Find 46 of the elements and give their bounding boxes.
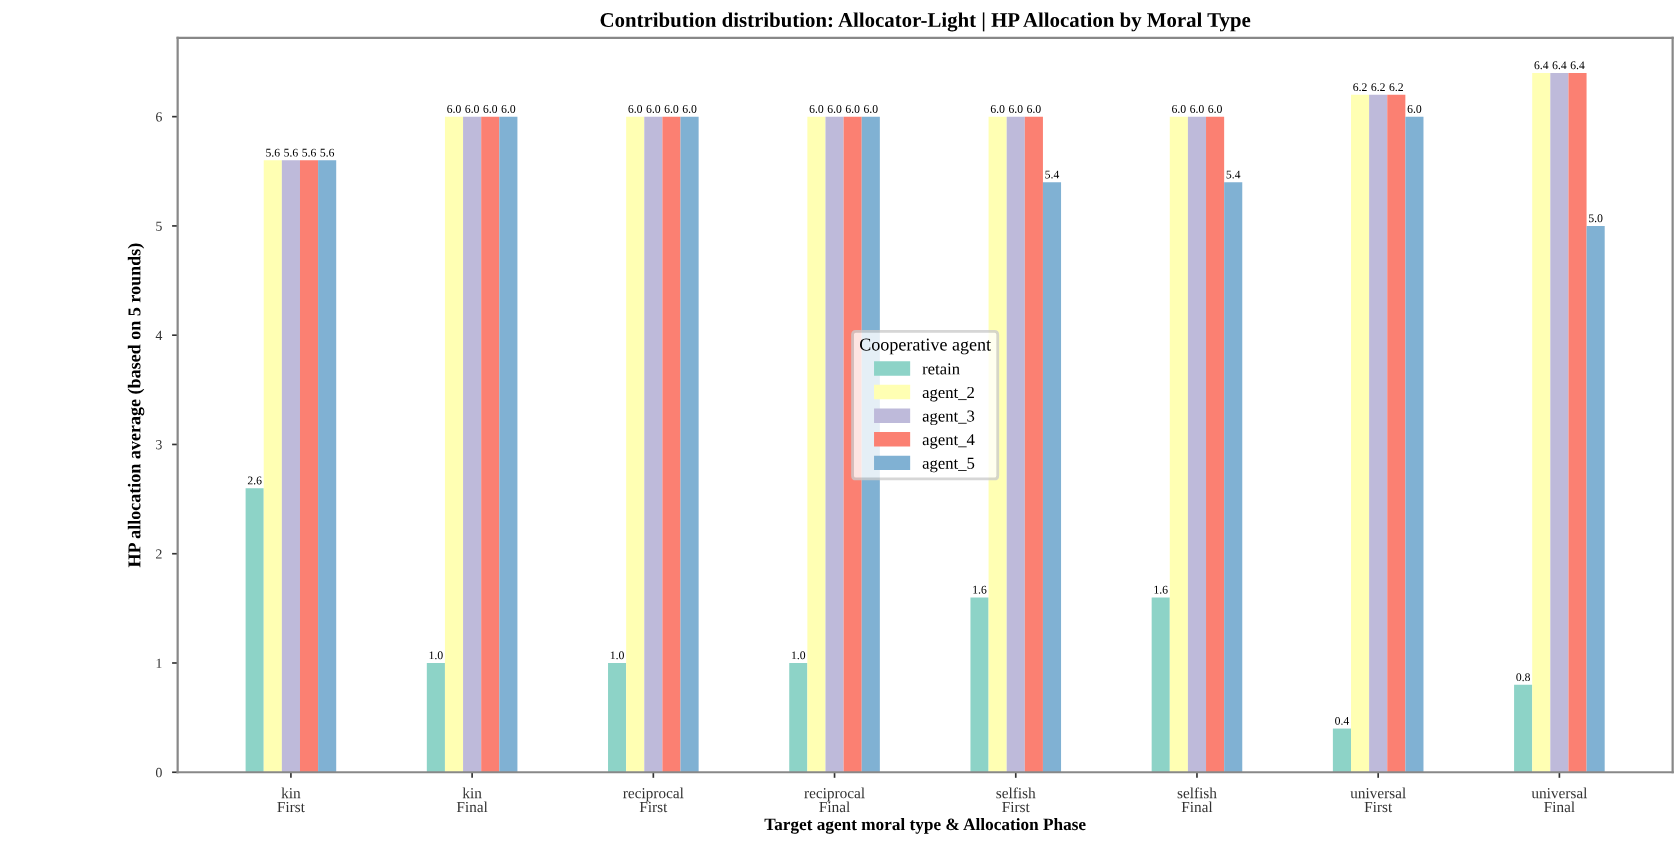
bar [626, 116, 645, 773]
bar [1532, 72, 1551, 773]
y-axis-title: HP allocation average (based on 5 rounds) [127, 243, 145, 568]
legend-label: agent_5 [922, 457, 975, 473]
bar [1351, 94, 1370, 773]
bar [680, 116, 699, 773]
legend-title: Cooperative agent [859, 338, 991, 355]
bar [263, 160, 282, 773]
bar [426, 662, 445, 773]
bar [970, 597, 989, 773]
bar [1568, 72, 1587, 773]
bar [1024, 116, 1043, 773]
bar [299, 160, 319, 773]
bar [1151, 597, 1170, 773]
bar [1369, 94, 1388, 773]
bar [1387, 94, 1406, 773]
bar [1514, 684, 1533, 773]
bar [1006, 116, 1025, 773]
bar [644, 116, 663, 773]
bar [1206, 116, 1225, 773]
bar [463, 116, 482, 773]
chart-title: Contribution distribution: Allocator-Light | HP Allocation by Moral Type [600, 12, 1251, 32]
legend-label: retain [922, 363, 960, 375]
bar [608, 662, 627, 773]
bar [444, 116, 464, 773]
bar [1042, 182, 1062, 773]
legend-label: agent_2 [922, 386, 974, 402]
bar [662, 116, 681, 773]
bar [1586, 225, 1605, 773]
bar [825, 116, 844, 773]
bar [1224, 182, 1243, 773]
bar [318, 160, 337, 773]
bar [1405, 116, 1424, 773]
bar [281, 160, 300, 773]
bar [499, 116, 518, 773]
bar [1169, 116, 1188, 773]
bar [481, 116, 500, 773]
legend-label: agent_4 [922, 434, 975, 449]
bar [1187, 116, 1207, 773]
bar [789, 662, 808, 773]
bar [807, 116, 826, 773]
legend-label: agent_3 [922, 410, 975, 426]
bar [1550, 72, 1569, 773]
bar [245, 488, 264, 773]
x-axis-title: Target agent moral type & Allocation Phase [764, 818, 1086, 834]
bar [1332, 728, 1351, 773]
